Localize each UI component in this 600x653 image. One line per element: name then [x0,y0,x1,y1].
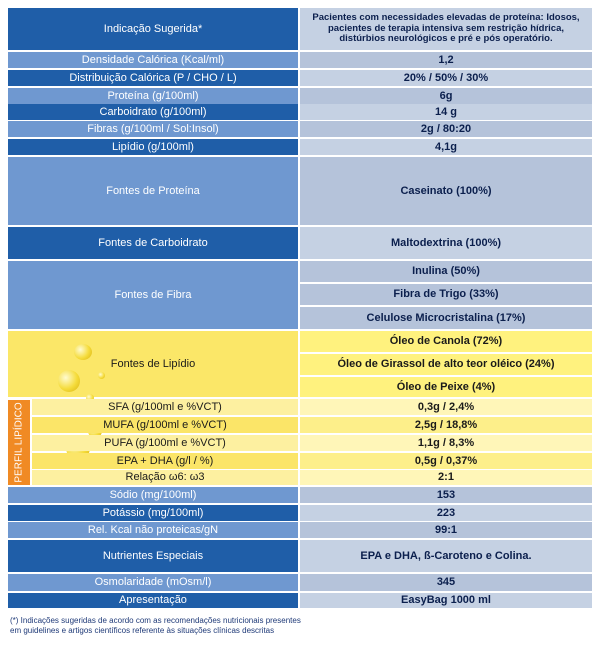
potassio-value: 223 [300,505,592,521]
osmolaridade-value: 345 [300,574,592,591]
distribuicao-label: Distribuição Calórica (P / CHO / L) [8,70,298,86]
mufa-label: MUFA (g/100ml e %VCT) [32,417,298,433]
perfil-lipidico-tab: PERFIL LIPÍDICO [8,400,30,485]
densidade-value: 1,2 [300,52,592,68]
sfa-value: 0,3g / 2,4% [300,399,592,415]
fontes-proteina-value: Caseinato (100%) [300,157,592,225]
fontes-lipidio-label: Fontes de Lipídio [8,331,298,397]
fibras-value: 2g / 80:20 [300,121,592,137]
epa-dha-label: EPA + DHA (g/l / %) [32,453,298,469]
kcal-nao-proteicas-value: 99:1 [300,522,592,538]
sodio-label: Sódio (mg/100ml) [8,487,298,503]
proteina-value: 6g [300,88,592,104]
sfa-label: SFA (g/100ml e %VCT) [32,399,298,415]
fontes-carboidrato-value: Maltodextrina (100%) [300,227,592,259]
mufa-value: 2,5g / 18,8% [300,417,592,433]
relacao-label: Relação ω6: ω3 [32,470,298,485]
apresentacao-value: EasyBag 1000 ml [300,593,592,608]
kcal-nao-proteicas-label: Rel. Kcal não proteicas/gN [8,522,298,538]
fontes-fibra-value-1: Inulina (50%) [300,261,592,282]
fontes-fibra-value-3: Celulose Microcristalina (17%) [300,307,592,329]
densidade-label: Densidade Calórica (Kcal/ml) [8,52,298,68]
pufa-label: PUFA (g/100ml e %VCT) [32,435,298,451]
potassio-label: Potássio (mg/100ml) [8,505,298,521]
lipidio-value: 4,1g [300,139,592,155]
indicacao-label: Indicação Sugerida* [8,8,298,50]
nutrientes-value: EPA e DHA, ß-Caroteno e Colina. [300,540,592,572]
sodio-value: 153 [300,487,592,503]
pufa-value: 1,1g / 8,3% [300,435,592,451]
distribuicao-value: 20% / 50% / 30% [300,70,592,86]
fontes-lipidio-value-2: Óleo de Girassol de alto teor oléico (24… [300,354,592,375]
fontes-fibra-label: Fontes de Fibra [8,261,298,329]
oil-droplet [86,394,94,402]
perfil-lipidico-label: PERFIL LIPÍDICO [13,402,25,483]
relacao-value: 2:1 [300,470,592,485]
fontes-proteina-label: Fontes de Proteína [8,157,298,225]
osmolaridade-label: Osmolaridade (mOsm/l) [8,574,298,591]
epa-dha-value: 0,5g / 0,37% [300,453,592,469]
oil-droplet [74,344,92,360]
carboidrato-value: 14 g [300,104,592,120]
lipidio-label: Lipídio (g/100ml) [8,139,298,155]
apresentacao-label: Apresentação [8,593,298,608]
nutrientes-label: Nutrientes Especiais [8,540,298,572]
fontes-lipidio-value-3: Óleo de Peixe (4%) [300,377,592,397]
footnote: (*) Indicações sugeridas de acordo com a… [10,616,301,635]
fibras-label: Fibras (g/100ml / Sol:Insol) [8,121,298,137]
oil-droplet [58,370,80,392]
fontes-lipidio-value-1: Óleo de Canola (72%) [300,331,592,352]
fontes-fibra-value-2: Fibra de Trigo (33%) [300,284,592,305]
oil-droplet [98,372,105,379]
fontes-carboidrato-label: Fontes de Carboidrato [8,227,298,259]
indicacao-value: Pacientes com necessidades elevadas de p… [300,8,592,50]
carboidrato-label: Carboidrato (g/100ml) [8,104,298,120]
proteina-label: Proteína (g/100ml) [8,88,298,104]
